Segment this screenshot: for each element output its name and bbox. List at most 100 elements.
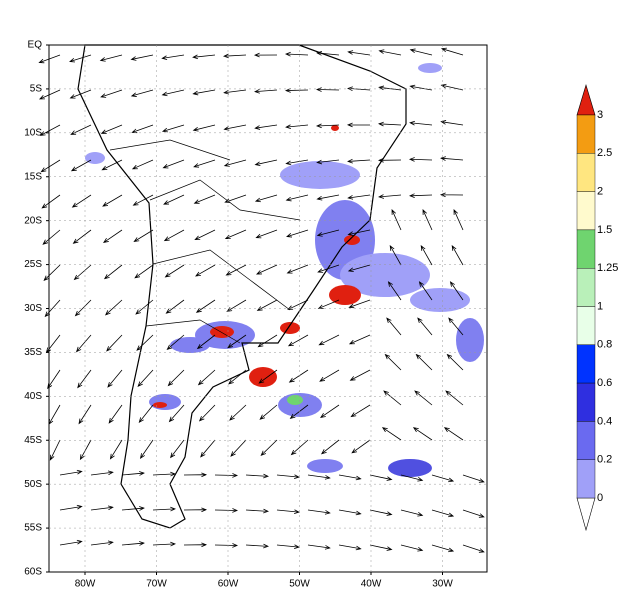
wind-arrow [414, 390, 433, 406]
precip-area [249, 367, 277, 387]
precip-area [456, 318, 484, 362]
precip-area [307, 459, 343, 473]
wind-arrow [228, 369, 247, 385]
wind-arrow [349, 369, 371, 381]
wind-arrow [161, 89, 185, 97]
wind-arrow [453, 208, 464, 231]
colorbar-segment [576, 306, 596, 345]
wind-arrow [320, 439, 340, 455]
colorbar-label: 1 [597, 300, 603, 312]
wind-arrow [108, 404, 123, 424]
wind-arrow [378, 85, 402, 91]
colorbar-label: 0.2 [597, 454, 612, 466]
wind-arrow [73, 264, 92, 281]
colorbar-segment [576, 344, 596, 384]
wind-arrow [316, 159, 340, 165]
wind-arrow [193, 159, 216, 168]
wind-arrow [59, 504, 83, 511]
wind-arrow [443, 427, 464, 441]
lon-label: 30W [432, 579, 453, 590]
colorbar-label: 0.4 [597, 415, 612, 427]
wind-arrow [257, 334, 278, 348]
wind-arrow [348, 334, 371, 345]
wind-arrow [408, 193, 433, 198]
wind-arrow [131, 124, 154, 134]
wind-arrow [319, 369, 340, 382]
lon-axis: 80W 70W 60W 50W 40W 30W [75, 45, 453, 590]
wind-arrow [69, 54, 92, 63]
lat-label: 50S [24, 479, 42, 490]
wind-arrow [59, 539, 83, 546]
wind-arrow [347, 264, 371, 272]
wind-arrow [431, 509, 455, 518]
wind-arrow [192, 124, 216, 132]
wind-arrow [316, 229, 340, 237]
wind-arrow [103, 264, 123, 280]
precip-area [418, 63, 442, 73]
wind-arrow [431, 474, 455, 483]
wind-arrow [192, 54, 216, 60]
lat-label: 20S [24, 215, 42, 226]
wind-arrow [415, 353, 433, 371]
precip-area [344, 235, 360, 245]
lat-label: 35S [24, 347, 42, 358]
wind-arrow [197, 369, 216, 386]
wind-arrow [259, 404, 278, 420]
lat-label: 10S [24, 127, 42, 138]
wind-arrow [44, 299, 61, 318]
wind-arrow [38, 54, 61, 64]
wind-arrow [440, 47, 464, 56]
wind-arrow [75, 334, 92, 353]
wind-arrow [387, 281, 402, 301]
wind-arrow [420, 244, 433, 266]
wind-arrow [101, 159, 123, 171]
lat-label: 25S [24, 259, 42, 270]
colorbar-label: 1.25 [597, 262, 618, 274]
wind-arrow [39, 124, 61, 136]
wind-arrow [100, 124, 123, 134]
colorbar-label: 1.5 [597, 224, 612, 236]
wind-arrow [47, 369, 61, 390]
wind-arrow [40, 159, 61, 173]
wind-arrow [276, 509, 300, 515]
wind-arrow [338, 509, 362, 516]
wind-arrow [287, 334, 309, 347]
wind-arrow [255, 229, 278, 239]
wind-arrow [320, 404, 340, 419]
wind-arrow [245, 543, 269, 549]
wind-arrow [377, 157, 402, 163]
wind-arrow [290, 439, 309, 456]
wind-arrow [200, 439, 216, 458]
colorbar-segment [576, 382, 596, 422]
wind-arrow [316, 194, 340, 201]
wind-arrow [139, 439, 154, 459]
wind-arrow [183, 542, 208, 548]
wind-arrow [351, 439, 371, 454]
wind-arrow [152, 471, 176, 477]
wind-arrow [90, 505, 114, 511]
wind-arrow [90, 540, 114, 546]
wind-arrow [347, 194, 371, 200]
wind-arrow [307, 509, 331, 515]
wind-arrow [386, 317, 402, 336]
wind-arrow [214, 473, 239, 478]
wind-arrow [198, 404, 216, 422]
wind-arrow [78, 404, 92, 425]
wind-arrow [192, 89, 216, 96]
wind-arrow [102, 229, 123, 244]
borders [109, 139, 301, 344]
wind-arrow [253, 52, 278, 58]
precip-area [170, 337, 210, 353]
wind-arrow [400, 509, 424, 517]
wind-arrow [130, 54, 154, 61]
wind-arrow [170, 439, 185, 459]
colorbar-label: 3 [597, 109, 603, 121]
wind-arrow [183, 472, 208, 478]
wind-arrow [286, 264, 309, 274]
wind-arrow [440, 156, 464, 161]
wind-arrow [260, 439, 278, 457]
wind-arrow [194, 229, 216, 241]
wind-arrow [41, 194, 61, 209]
wind-arrow [195, 264, 216, 277]
